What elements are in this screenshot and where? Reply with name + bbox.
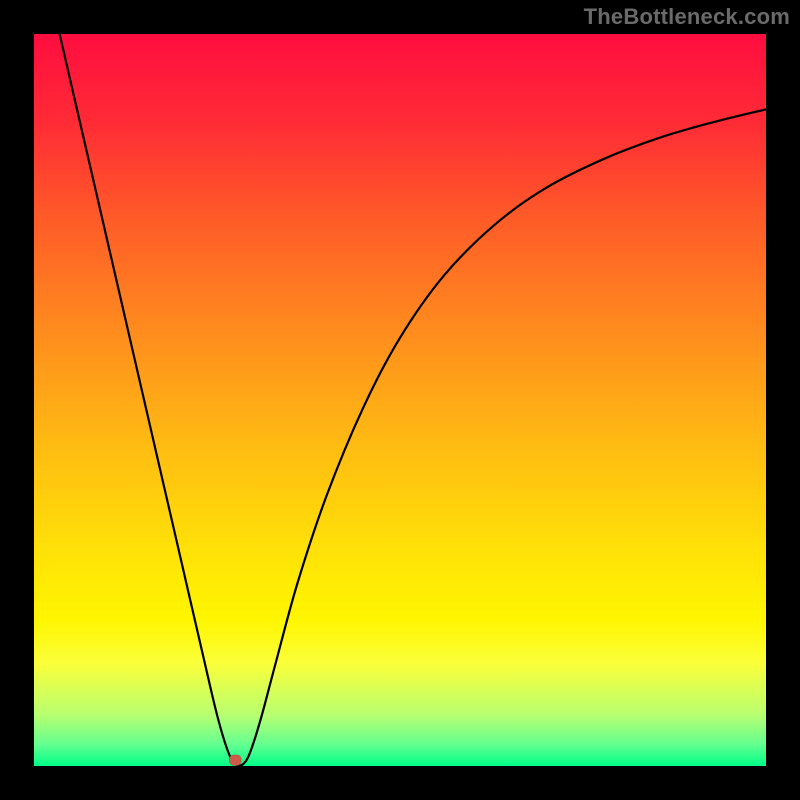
chart-svg (34, 34, 766, 766)
plot-area (34, 34, 766, 766)
chart-frame: TheBottleneck.com (0, 0, 800, 800)
watermark-text: TheBottleneck.com (584, 4, 790, 30)
optimal-point-marker (229, 755, 241, 765)
